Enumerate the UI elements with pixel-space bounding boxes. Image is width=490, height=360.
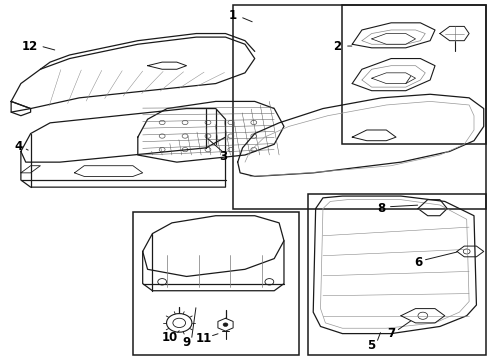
- Bar: [233, 5, 486, 208]
- Bar: [343, 5, 486, 144]
- Text: 12: 12: [22, 40, 38, 53]
- Text: 10: 10: [161, 331, 177, 344]
- Circle shape: [223, 323, 228, 327]
- Text: 6: 6: [414, 256, 422, 269]
- Text: 2: 2: [334, 40, 342, 53]
- Text: 11: 11: [196, 333, 212, 346]
- Bar: [133, 212, 298, 355]
- Text: 7: 7: [387, 327, 395, 340]
- Text: 9: 9: [182, 336, 191, 349]
- Text: 4: 4: [14, 140, 23, 153]
- Bar: [308, 194, 486, 355]
- Text: 3: 3: [219, 150, 227, 163]
- Text: 8: 8: [377, 202, 386, 215]
- Circle shape: [167, 314, 192, 332]
- Text: 1: 1: [229, 9, 237, 22]
- Text: 5: 5: [368, 338, 376, 351]
